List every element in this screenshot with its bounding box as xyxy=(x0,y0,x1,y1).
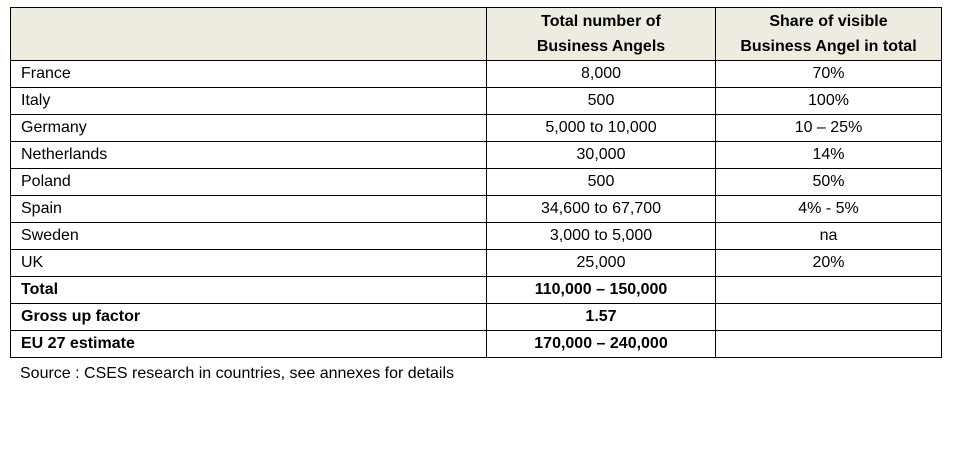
total-cell: 500 xyxy=(486,87,716,115)
data-row: UK 25,000 20% xyxy=(10,249,942,277)
header-text: Business Angel in total xyxy=(740,38,917,55)
total-cell: 5,000 to 10,000 xyxy=(486,114,716,142)
total-cell: 1.57 xyxy=(486,303,716,331)
total-cell: 500 xyxy=(486,168,716,196)
summary-row: Total 110,000 – 150,000 xyxy=(10,276,942,304)
total-cell: 30,000 xyxy=(486,141,716,169)
total-cell: 3,000 to 5,000 xyxy=(486,222,716,250)
source-note: Source : CSES research in countries, see… xyxy=(20,365,454,382)
header-cell: Share of visible Business Angel in total xyxy=(715,7,942,61)
header-cell xyxy=(10,7,487,61)
share-cell: 4% - 5% xyxy=(715,195,942,223)
header-text: Share of visible xyxy=(769,13,888,30)
total-cell: 170,000 – 240,000 xyxy=(486,330,716,358)
summary-row: Gross up factor 1.57 xyxy=(10,303,942,331)
total-cell: 8,000 xyxy=(486,60,716,88)
data-row: Sweden 3,000 to 5,000 na xyxy=(10,222,942,250)
data-row: Poland 500 50% xyxy=(10,168,942,196)
country-cell: Netherlands xyxy=(10,141,487,169)
header-text: Business Angels xyxy=(536,38,666,55)
data-row: France 8,000 70% xyxy=(10,60,942,88)
share-cell: na xyxy=(715,222,942,250)
share-cell: 70% xyxy=(715,60,942,88)
country-cell: Gross up factor xyxy=(10,303,487,331)
country-cell: EU 27 estimate xyxy=(10,330,487,358)
header-text: Total number of xyxy=(541,13,661,30)
country-cell: UK xyxy=(10,249,487,277)
empty-cell xyxy=(715,330,942,358)
share-cell: 100% xyxy=(715,87,942,115)
share-cell: 10 – 25% xyxy=(715,114,942,142)
data-row: Italy 500 100% xyxy=(10,87,942,115)
country-cell: Sweden xyxy=(10,222,487,250)
data-row: Germany 5,000 to 10,000 10 – 25% xyxy=(10,114,942,142)
data-table: Total number of Business Angels Share of … xyxy=(10,7,942,358)
country-cell: Italy xyxy=(10,87,487,115)
total-cell: 34,600 to 67,700 xyxy=(486,195,716,223)
country-cell: France xyxy=(10,60,487,88)
table-body: France 8,000 70% Italy 500 100% Germany 5,000 t… xyxy=(10,60,942,358)
share-cell: 50% xyxy=(715,168,942,196)
share-cell: 14% xyxy=(715,141,942,169)
country-cell: Spain xyxy=(10,195,487,223)
country-cell: Total xyxy=(10,276,487,304)
data-row: Netherlands 30,000 14% xyxy=(10,141,942,169)
country-cell: Germany xyxy=(10,114,487,142)
empty-cell xyxy=(715,276,942,304)
header-cell: Total number of Business Angels xyxy=(486,7,716,61)
empty-cell xyxy=(715,303,942,331)
share-cell: 20% xyxy=(715,249,942,277)
header-row: Total number of Business Angels Share of … xyxy=(10,7,942,61)
country-cell: Poland xyxy=(10,168,487,196)
data-row: Spain 34,600 to 67,700 4% - 5% xyxy=(10,195,942,223)
total-cell: 25,000 xyxy=(486,249,716,277)
total-cell: 110,000 – 150,000 xyxy=(486,276,716,304)
summary-row: EU 27 estimate 170,000 – 240,000 xyxy=(10,330,942,358)
